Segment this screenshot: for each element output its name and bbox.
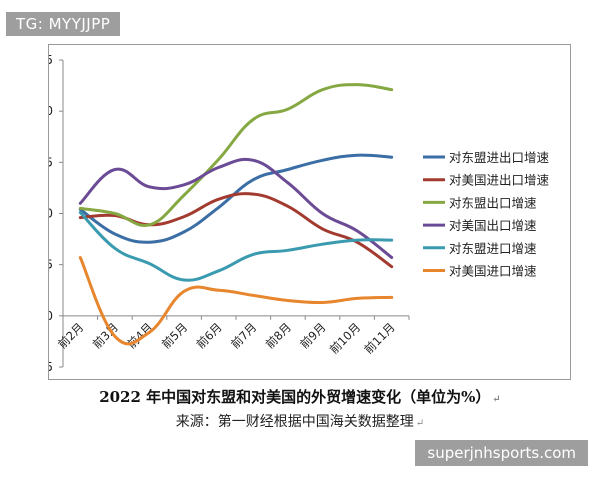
x-tick-label: 前2月 [55, 320, 86, 351]
caption-source-text: 来源：第一财经根据中国海关数据整理 [175, 414, 414, 430]
series-line [78, 211, 394, 282]
x-tick-label: 前6月 [193, 320, 224, 351]
y-tick-label: 25 [49, 53, 53, 67]
series-line [78, 157, 394, 259]
watermark-top: TG: MYYJJPP [6, 12, 121, 36]
x-tick-label: 前11月 [361, 320, 398, 357]
y-tick-label: 15 [49, 155, 53, 169]
caption-title-text: 2022 年中国对东盟和对美国的外贸增速变化（单位为%） [99, 388, 491, 406]
return-mark-icon: ↵ [492, 394, 501, 405]
legend-label: 对东盟出口增速 [449, 195, 537, 210]
legend-label: 对东盟进出口增速 [449, 150, 550, 165]
x-tick-label: 前10月 [327, 320, 364, 357]
series-line [78, 256, 394, 346]
series-line [78, 83, 394, 227]
line-chart: -50510152025前2月前3月前4月前5月前6月前7月前8月前9月前10月… [49, 53, 550, 374]
x-tick-label: 前4月 [124, 320, 155, 351]
chart-caption-title: 2022 年中国对东盟和对美国的外贸增速变化（单位为%） ↵ [0, 386, 600, 407]
legend-label: 对东盟进口增速 [449, 241, 537, 256]
watermark-bottom: superjnhsports.com [415, 440, 588, 466]
x-tick-label: 前8月 [263, 320, 294, 351]
return-mark-icon: ↵ [415, 418, 425, 429]
chart-frame: -50510152025前2月前3月前4月前5月前6月前7月前8月前9月前10月… [48, 44, 571, 380]
x-tick-label: 前9月 [297, 320, 328, 351]
y-tick-label: 0 [49, 309, 53, 323]
legend-label: 对美国进出口增速 [449, 173, 550, 188]
x-tick-label: 前7月 [228, 320, 259, 351]
y-tick-label: 5 [49, 258, 53, 272]
legend-label: 对美国出口增速 [449, 218, 537, 233]
x-tick-label: 前5月 [159, 320, 190, 351]
series-line [78, 153, 394, 244]
y-tick-label: -5 [49, 360, 53, 374]
y-tick-label: 10 [49, 207, 53, 221]
chart-caption-source: 来源：第一财经根据中国海关数据整理 ↵ [0, 411, 600, 431]
y-tick-label: 20 [49, 104, 53, 118]
legend-label: 对美国进口增速 [449, 264, 537, 279]
